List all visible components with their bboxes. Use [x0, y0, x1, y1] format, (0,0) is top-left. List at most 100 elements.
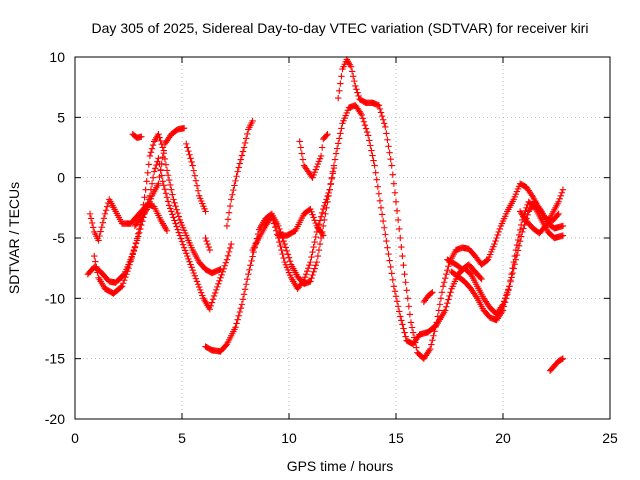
data-point [228, 196, 235, 203]
data-point [87, 215, 95, 222]
data-point [507, 277, 514, 284]
data-point [398, 243, 405, 251]
data-point [555, 210, 562, 218]
data-point [224, 216, 232, 223]
data-point [559, 232, 567, 239]
data-point [310, 268, 317, 275]
data-point [236, 160, 243, 167]
data-point [205, 243, 212, 251]
data-point [208, 299, 216, 306]
data-point [155, 155, 162, 162]
data-point [192, 275, 200, 282]
data-point [320, 232, 327, 239]
data-point [191, 272, 199, 280]
data-point [195, 283, 203, 291]
data-point [163, 194, 171, 201]
data-point [378, 211, 386, 218]
data-point [152, 165, 159, 172]
data-point [99, 219, 107, 226]
data-point [146, 198, 154, 205]
data-point [194, 281, 202, 288]
series-track-l [335, 56, 562, 362]
data-point [178, 238, 186, 245]
data-point [446, 292, 453, 300]
data-point [396, 225, 403, 233]
data-point [232, 177, 239, 185]
data-point [495, 228, 502, 236]
data-point [101, 210, 109, 218]
data-point [280, 254, 287, 262]
series-track-h [223, 117, 256, 230]
data-point [95, 237, 102, 244]
data-point [554, 211, 561, 219]
data-point [355, 92, 362, 100]
data-point [352, 82, 359, 90]
data-point [394, 303, 402, 310]
y-tick-label: -20 [45, 411, 65, 427]
data-point [165, 202, 173, 209]
data-point [385, 250, 392, 258]
data-point [225, 248, 233, 256]
data-point [427, 345, 434, 353]
data-point [185, 147, 192, 155]
series-track-r [296, 131, 331, 181]
data-point [279, 250, 286, 258]
series-track-o [444, 256, 485, 283]
data-point [235, 312, 242, 320]
data-point [558, 356, 566, 363]
data-point [309, 271, 316, 279]
data-point [508, 271, 515, 278]
data-point [175, 213, 182, 220]
data-point [439, 283, 447, 290]
data-point [524, 211, 531, 219]
data-point [172, 220, 179, 227]
data-point [397, 313, 404, 320]
data-point [438, 289, 446, 296]
data-point [133, 235, 141, 242]
data-point [170, 214, 177, 221]
series-track-k [275, 205, 327, 239]
data-point [143, 178, 150, 185]
data-point [239, 296, 247, 303]
data-point [188, 158, 195, 166]
data-point [217, 266, 224, 273]
data-point [323, 196, 330, 203]
data-point [338, 125, 345, 132]
data-point [559, 355, 567, 362]
grid [75, 57, 610, 419]
data-point [404, 295, 411, 302]
data-point [189, 162, 196, 169]
data-point [214, 283, 221, 291]
y-axis-label: SDTVAR / TECUs [6, 182, 22, 294]
data-point [144, 204, 151, 212]
data-point [444, 266, 451, 274]
data-point [298, 150, 306, 157]
data-point [230, 186, 237, 194]
data-point [391, 189, 399, 196]
series-track-f [183, 140, 209, 215]
data-point [310, 171, 317, 179]
y-tick-label: -15 [45, 351, 65, 367]
data-point [499, 307, 507, 314]
data-point [517, 221, 525, 229]
data-point [222, 259, 230, 266]
data-point [92, 258, 99, 265]
data-point [145, 161, 153, 168]
data-point [558, 189, 566, 196]
data-point [445, 296, 452, 303]
data-point [351, 77, 358, 85]
data-point [155, 131, 162, 138]
y-tick-label: -5 [53, 230, 66, 246]
data-point [321, 216, 328, 224]
data-point [213, 286, 220, 294]
data-point [149, 174, 157, 181]
data-point [248, 257, 255, 265]
data-point [282, 244, 289, 251]
data-point [284, 251, 292, 258]
data-point [336, 87, 343, 94]
data-point [193, 278, 201, 285]
data-point [98, 223, 105, 231]
data-point [167, 181, 174, 189]
data-point [492, 237, 499, 245]
